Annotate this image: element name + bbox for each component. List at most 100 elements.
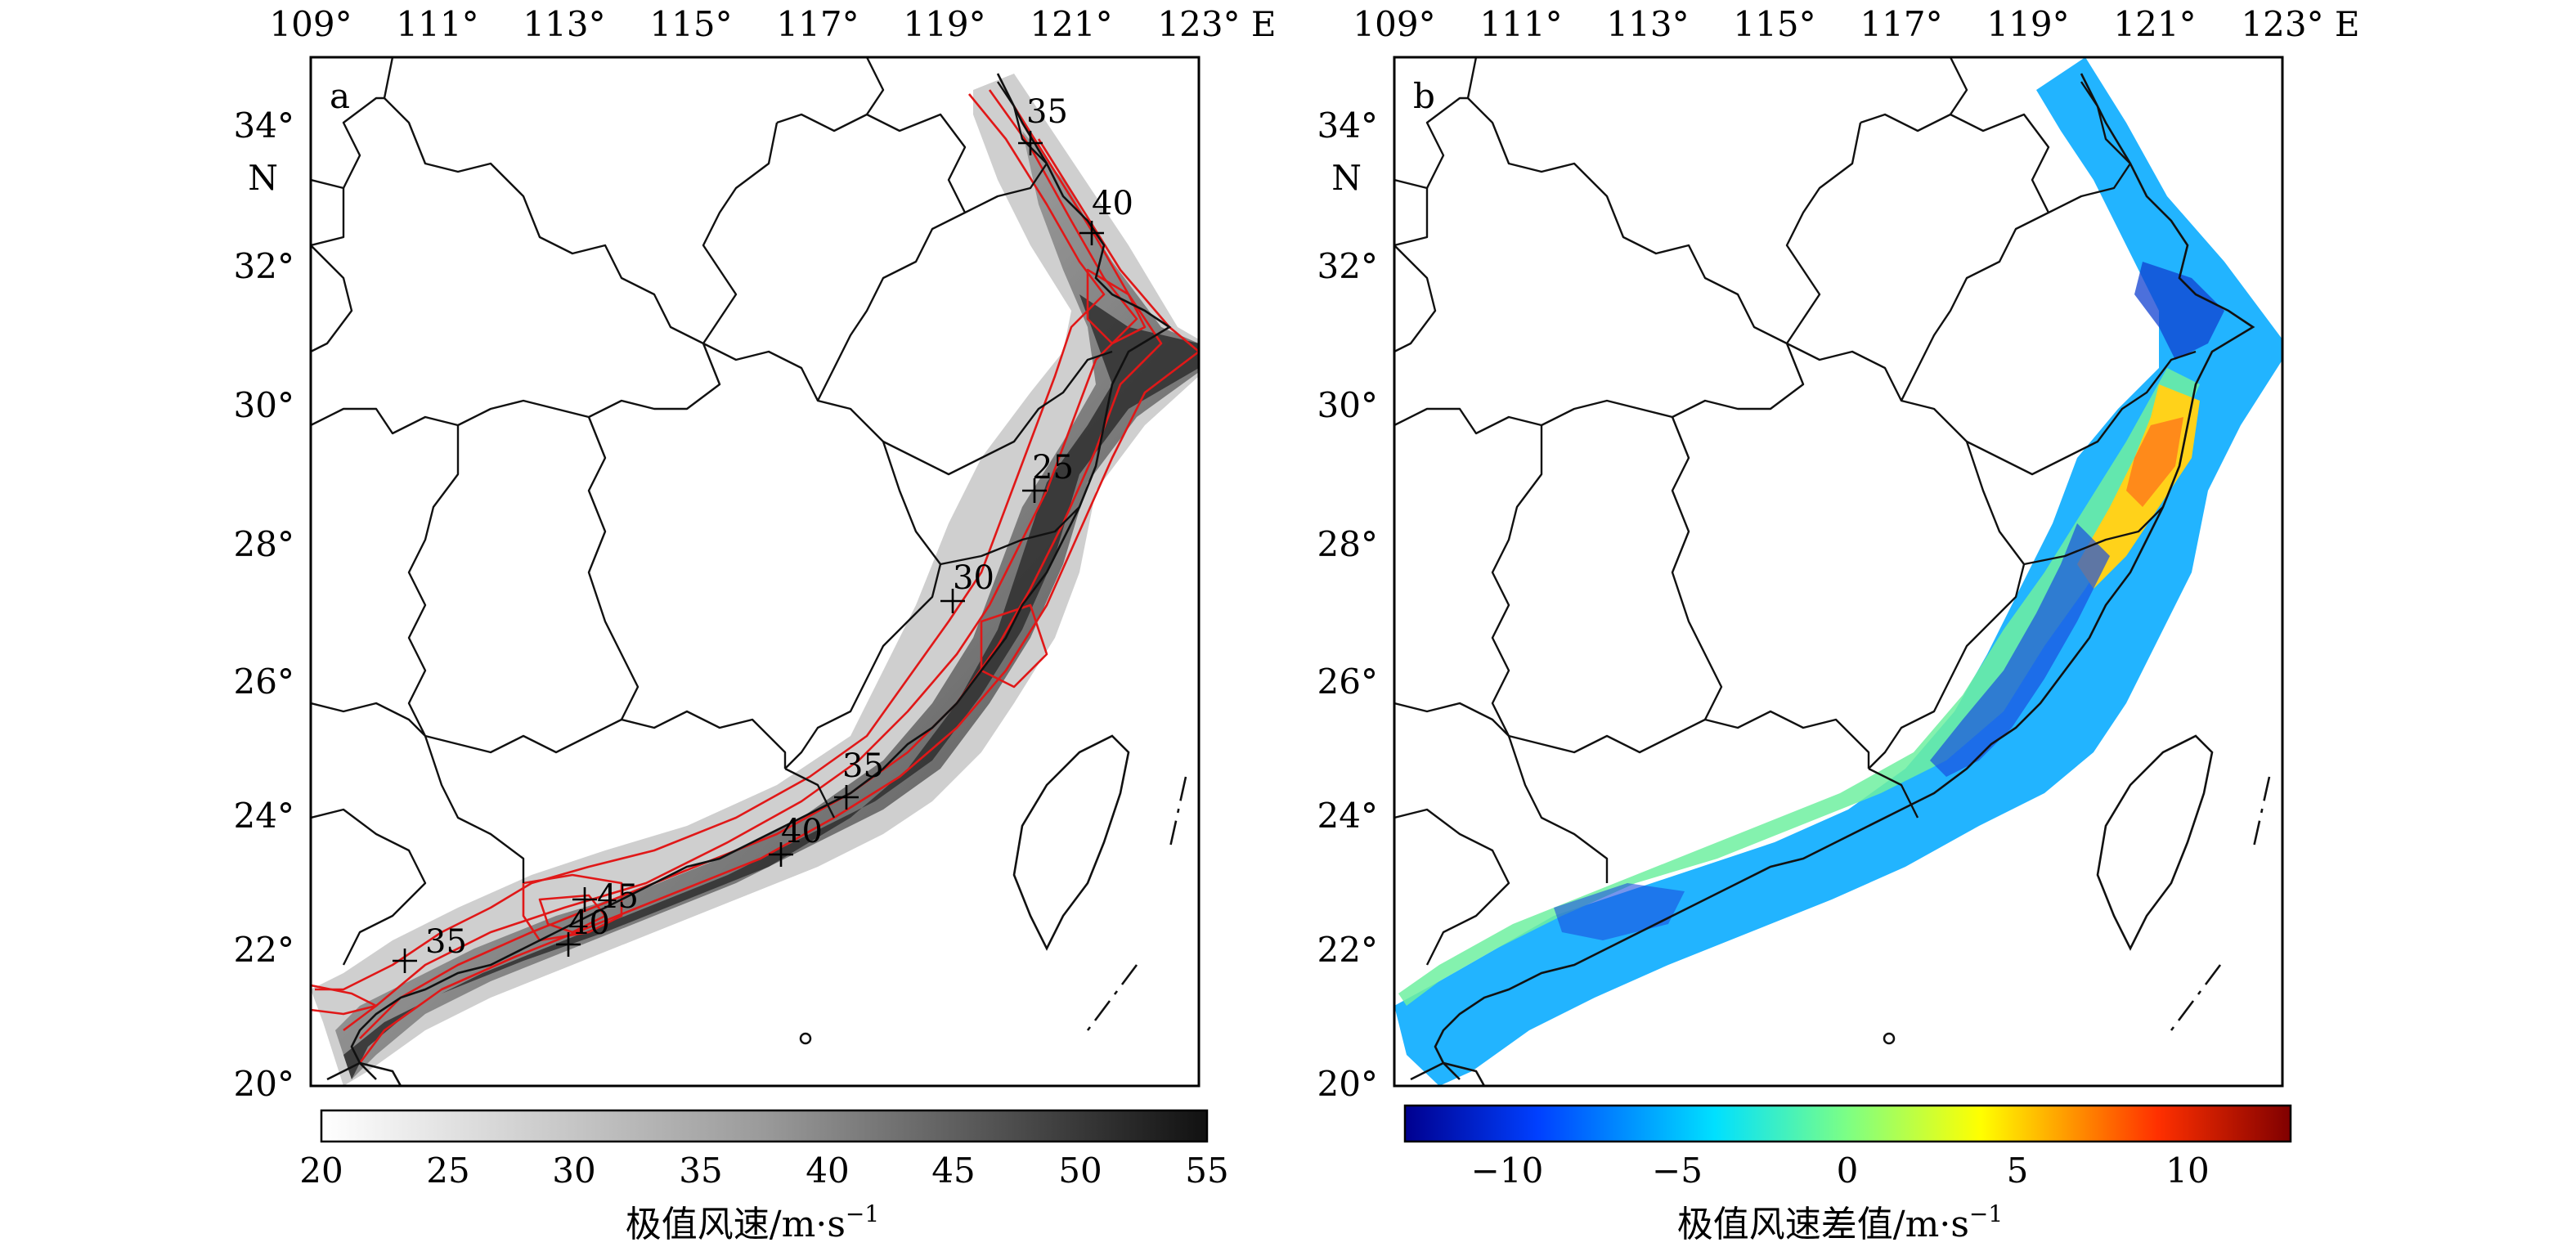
colorbar-tick: 20 bbox=[299, 1151, 343, 1191]
lat-label: 32° bbox=[234, 246, 294, 286]
lat-label: 26° bbox=[1317, 662, 1378, 702]
panel-a: 35 40 25 30 35 40 35 45 40 a 109° 111° 1… bbox=[234, 4, 1277, 1245]
island-dot bbox=[799, 1032, 812, 1045]
map-frame-b bbox=[1393, 56, 2284, 1088]
hainan-outline bbox=[326, 1061, 402, 1086]
colorbar-a-label: 极值风速/m·s−1 bbox=[626, 1200, 879, 1245]
station-marker bbox=[940, 589, 965, 613]
lat-label: 20° bbox=[234, 1064, 294, 1104]
station-markers bbox=[393, 131, 1104, 973]
lon-label: 113° bbox=[1606, 4, 1689, 44]
lat-labels-a: 34° N 32° 30° 28° 26° 24° 22° 20° bbox=[234, 105, 294, 1104]
contour-label: 45 bbox=[597, 878, 639, 916]
panel-letter-b: b bbox=[1413, 76, 1435, 116]
station-marker bbox=[556, 932, 581, 957]
difference-coastal-blue bbox=[1930, 523, 2110, 777]
lat-label: 28° bbox=[234, 524, 294, 564]
lon-label: 111° bbox=[396, 4, 478, 44]
lat-label: 34° bbox=[234, 105, 294, 146]
lon-label: 123° E bbox=[2241, 4, 2359, 44]
province-borders bbox=[311, 57, 1113, 966]
contour-label: 30 bbox=[953, 559, 994, 597]
colorbar-a-ticks: 20 25 30 35 40 45 50 55 bbox=[299, 1151, 1228, 1191]
lon-label: 119° bbox=[903, 4, 985, 44]
station-marker bbox=[769, 842, 793, 867]
contour-labels: 35 40 25 30 35 40 35 45 40 bbox=[425, 93, 1133, 961]
wind-band-core bbox=[343, 294, 1199, 1079]
coastline bbox=[350, 73, 1172, 1080]
contour-label: 35 bbox=[842, 747, 884, 785]
north-label: N bbox=[248, 158, 278, 198]
lat-labels-b: 34° N 32° 30° 28° 26° 24° 22° 20° bbox=[1317, 105, 1378, 1104]
contour-line bbox=[1086, 268, 1147, 345]
lon-label: 111° bbox=[1479, 4, 1562, 44]
station-marker bbox=[572, 887, 597, 912]
contour-line bbox=[522, 873, 623, 942]
station-marker bbox=[393, 949, 417, 973]
lat-label: 28° bbox=[1317, 524, 1378, 564]
lat-label: 30° bbox=[1317, 385, 1378, 425]
difference-coastal-blue bbox=[2134, 262, 2224, 360]
contour-label: 35 bbox=[425, 923, 467, 961]
colorbar-tick: 50 bbox=[1058, 1151, 1102, 1191]
lon-labels-b: 109° 111° 113° 115° 117° 119° 121° 123° … bbox=[1353, 4, 2359, 44]
lon-labels-a: 109° 111° 113° 115° 117° 119° 121° 123° … bbox=[269, 4, 1276, 44]
station-marker bbox=[834, 785, 859, 810]
lon-label: 121° bbox=[1030, 4, 1112, 44]
lon-label: 113° bbox=[523, 4, 605, 44]
station-marker bbox=[1079, 221, 1104, 245]
contour-label: 35 bbox=[1026, 93, 1068, 131]
lon-label: 117° bbox=[776, 4, 859, 44]
map-frame-a bbox=[309, 56, 1200, 1088]
colorbar-tick: −5 bbox=[1652, 1151, 1703, 1191]
colorbar-b-ticks: −10 −5 0 5 10 bbox=[1471, 1151, 2210, 1191]
contour-line bbox=[311, 984, 378, 1016]
colorbar-b-label: 极值风速差值/m·s−1 bbox=[1677, 1200, 2003, 1245]
panel-b: b 109° 111° 113° 115° 117° 119° 121° 123… bbox=[1317, 4, 2360, 1245]
difference-hot bbox=[2126, 417, 2183, 507]
lon-label: 115° bbox=[649, 4, 732, 44]
colorbar-tick: 5 bbox=[2007, 1151, 2029, 1191]
lat-label: 24° bbox=[234, 796, 294, 836]
colorbar-tick: 55 bbox=[1185, 1151, 1228, 1191]
lon-label: 117° bbox=[1860, 4, 1942, 44]
lat-label: 22° bbox=[234, 930, 294, 970]
lon-label: 123° E bbox=[1157, 4, 1276, 44]
colorbar-tick: 0 bbox=[1837, 1151, 1859, 1191]
lon-label: 115° bbox=[1733, 4, 1815, 44]
lon-label: 121° bbox=[2113, 4, 2196, 44]
colorbar-tick: 45 bbox=[931, 1151, 975, 1191]
north-label: N bbox=[1331, 158, 1362, 198]
contour-line bbox=[343, 89, 1138, 1032]
contour-line bbox=[315, 93, 1106, 991]
lat-label: 20° bbox=[1317, 1064, 1378, 1104]
contour-label: 40 bbox=[568, 904, 610, 942]
colorbar-tick: 25 bbox=[426, 1151, 469, 1191]
panel-letter-a: a bbox=[330, 76, 350, 116]
lon-label: 119° bbox=[1986, 4, 2069, 44]
colorbar-tick: 40 bbox=[806, 1151, 849, 1191]
contour-line bbox=[538, 894, 607, 934]
contour-label: 40 bbox=[1092, 185, 1133, 222]
taiwan-outline bbox=[1012, 734, 1130, 951]
contour-line bbox=[358, 138, 1199, 1064]
colorbar-a bbox=[320, 1109, 1209, 1143]
lon-label: 109° bbox=[1353, 4, 1435, 44]
contour-label: 40 bbox=[781, 813, 823, 850]
lat-label: 26° bbox=[234, 662, 294, 702]
lon-label: 109° bbox=[269, 4, 352, 44]
colorbar-tick: 10 bbox=[2165, 1151, 2209, 1191]
lat-label: 34° bbox=[1317, 105, 1378, 146]
contour-line bbox=[980, 603, 1048, 689]
lat-label: 32° bbox=[1317, 246, 1378, 286]
contour-label: 25 bbox=[1032, 449, 1074, 487]
colorbar-tick: −10 bbox=[1471, 1151, 1544, 1191]
island-dash bbox=[1168, 776, 1187, 851]
colorbar-tick: 35 bbox=[679, 1151, 722, 1191]
station-marker bbox=[1018, 131, 1043, 155]
lat-label: 24° bbox=[1317, 796, 1378, 836]
colorbar-tick: 30 bbox=[552, 1151, 595, 1191]
province-borders-b bbox=[1394, 57, 2271, 1086]
colorbar-b bbox=[1403, 1104, 2292, 1143]
